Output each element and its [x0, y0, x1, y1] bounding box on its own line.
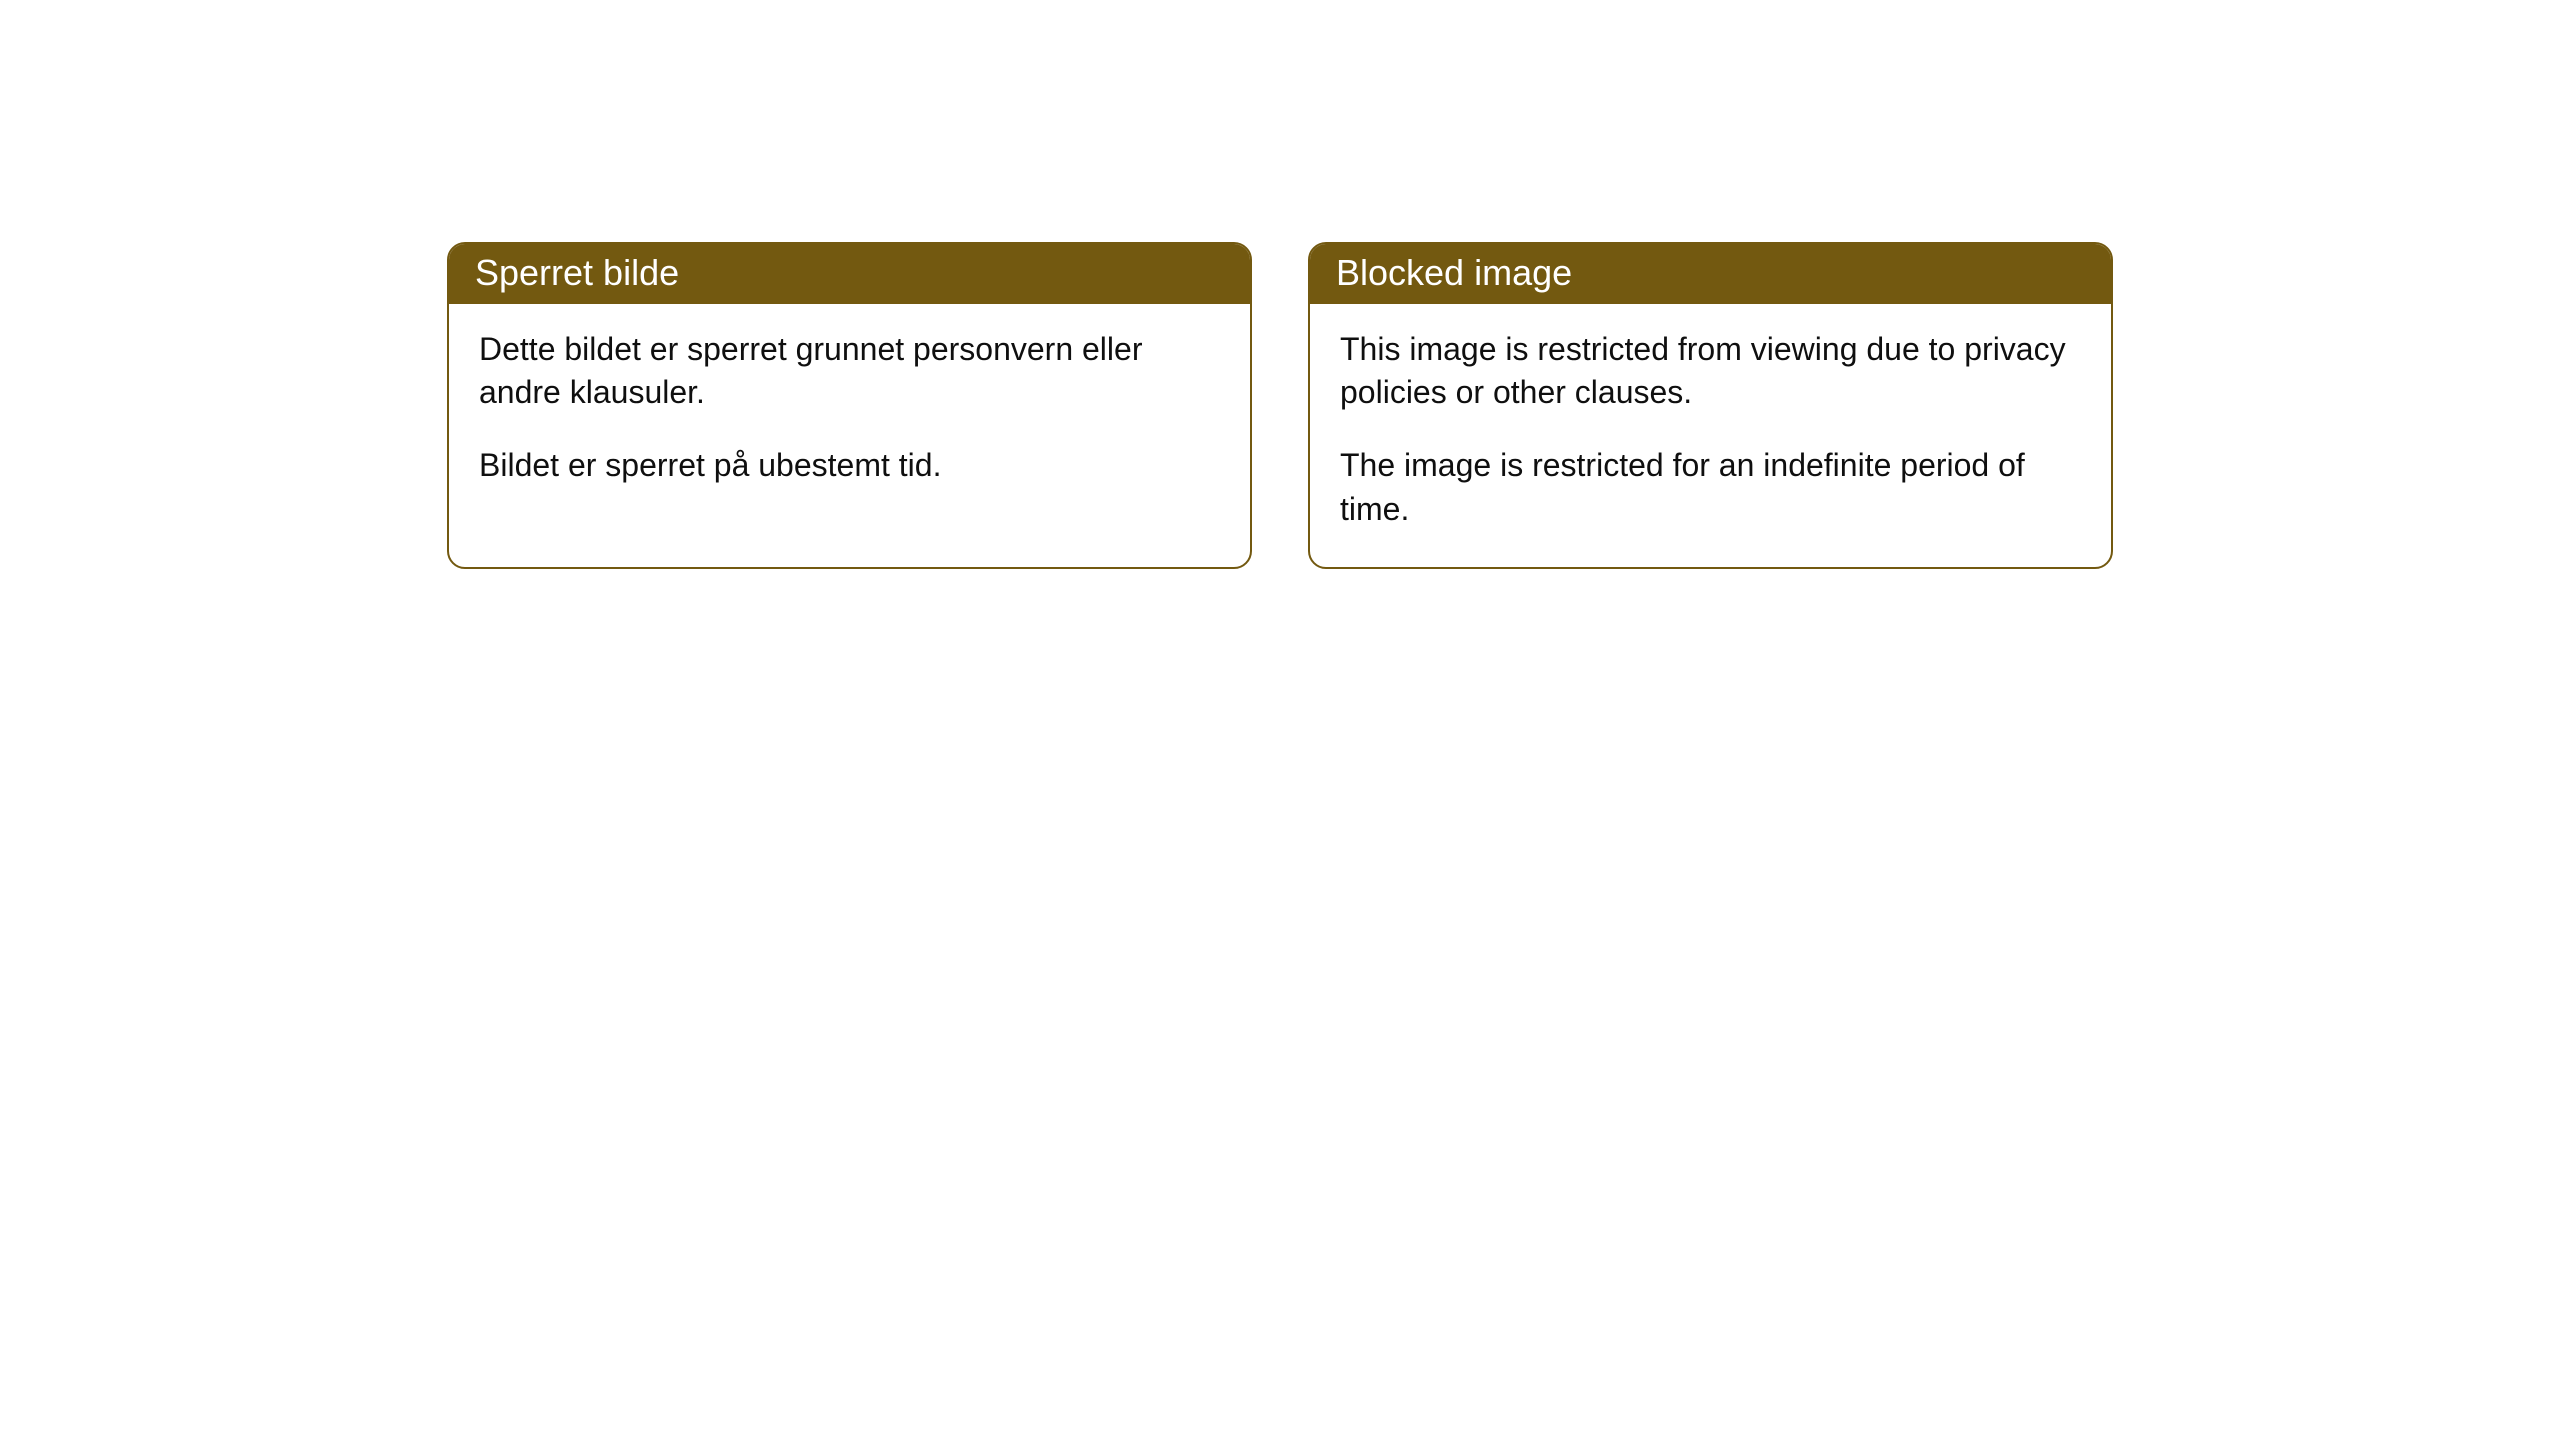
notice-body: This image is restricted from viewing du…	[1310, 304, 2111, 567]
notice-header: Sperret bilde	[449, 244, 1250, 304]
notice-paragraph: This image is restricted from viewing du…	[1340, 328, 2081, 414]
notice-header: Blocked image	[1310, 244, 2111, 304]
notice-paragraph: Bildet er sperret på ubestemt tid.	[479, 444, 1220, 487]
notice-card-norwegian: Sperret bilde Dette bildet er sperret gr…	[447, 242, 1252, 569]
notice-container: Sperret bilde Dette bildet er sperret gr…	[447, 242, 2113, 569]
notice-paragraph: Dette bildet er sperret grunnet personve…	[479, 328, 1220, 414]
notice-paragraph: The image is restricted for an indefinit…	[1340, 444, 2081, 530]
notice-body: Dette bildet er sperret grunnet personve…	[449, 304, 1250, 567]
notice-card-english: Blocked image This image is restricted f…	[1308, 242, 2113, 569]
